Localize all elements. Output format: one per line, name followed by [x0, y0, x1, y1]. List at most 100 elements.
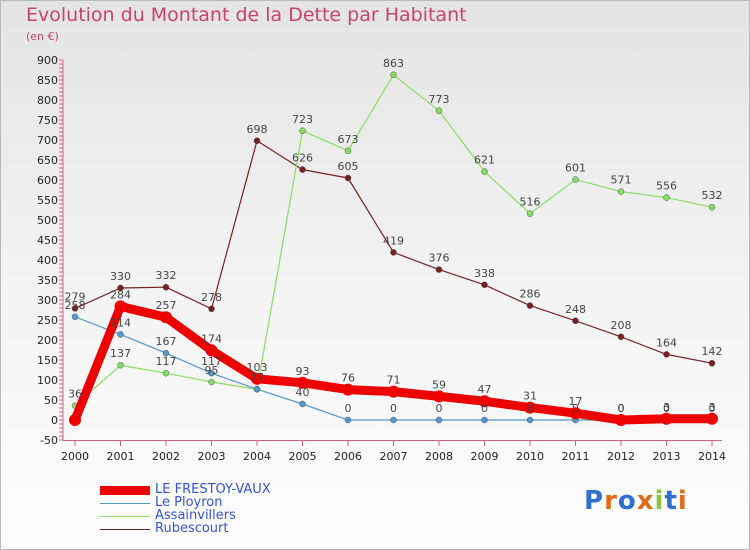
data-label: 698 [247, 123, 268, 136]
x-tick-label: 2004 [243, 450, 271, 463]
y-tick-label: 500 [37, 214, 58, 227]
legend-label: Assainvillers [155, 508, 236, 523]
data-label: 0 [618, 402, 625, 415]
x-tick-label: 2003 [198, 450, 226, 463]
data-point [71, 313, 79, 320]
data-label: 31 [523, 390, 537, 403]
y-tick-label: 0 [51, 414, 58, 427]
data-point [478, 395, 491, 408]
chart-unit-label: (en €) [26, 30, 59, 43]
logo-letter: i [677, 486, 688, 516]
data-point [205, 344, 218, 357]
y-tick-label: 350 [37, 274, 58, 287]
y-tick-label: 100 [37, 374, 58, 387]
data-point [706, 412, 718, 425]
y-tick-label: 750 [37, 114, 58, 127]
data-label: 93 [296, 365, 310, 378]
data-label: 257 [156, 299, 177, 312]
data-point [117, 331, 124, 338]
logo-letter: r [604, 486, 618, 516]
data-point [433, 390, 445, 403]
data-point [572, 176, 579, 183]
data-point [435, 416, 443, 424]
legend-label: Rubescourt [155, 521, 229, 536]
data-label: 0 [390, 402, 397, 415]
data-point [617, 188, 625, 195]
x-tick-label: 2011 [562, 450, 590, 463]
data-point [117, 362, 124, 369]
data-point [344, 174, 352, 182]
data-point [435, 266, 443, 273]
data-point [296, 376, 309, 389]
data-point [569, 407, 582, 420]
y-tick-label: -50 [40, 434, 58, 447]
data-label: 137 [110, 347, 131, 360]
y-tick-label: 800 [37, 94, 58, 107]
x-tick-label: 2013 [653, 450, 681, 463]
data-point [253, 386, 261, 393]
data-label: 71 [387, 374, 401, 387]
data-point [162, 350, 170, 357]
x-tick-label: 2008 [425, 450, 453, 463]
data-point [117, 284, 124, 292]
y-tick-label: 550 [37, 194, 58, 207]
x-tick-label: 2000 [61, 450, 89, 463]
data-label: 36 [68, 388, 82, 401]
y-tick-label: 850 [37, 74, 58, 87]
data-label: 863 [383, 57, 404, 70]
data-label: 532 [702, 189, 723, 202]
data-point [663, 194, 670, 201]
data-label: 571 [611, 174, 632, 187]
data-label: 59 [432, 378, 446, 391]
data-label: 332 [156, 269, 177, 282]
data-label: 17 [569, 395, 583, 408]
logo-letter: x [636, 486, 655, 516]
data-point [344, 147, 352, 155]
data-label: 0 [663, 402, 670, 415]
data-label: 103 [247, 361, 268, 374]
data-label: 142 [702, 345, 723, 358]
data-point [617, 333, 625, 340]
data-point [481, 416, 488, 424]
data-label: 621 [474, 154, 495, 167]
data-label: 208 [611, 319, 632, 332]
x-tick-label: 2009 [471, 450, 499, 463]
data-label: 258 [65, 299, 86, 312]
data-label: 516 [520, 196, 541, 209]
data-label: 3 [663, 401, 670, 414]
data-point [162, 370, 170, 377]
data-label: 330 [110, 270, 131, 283]
data-label: 0 [618, 402, 625, 415]
data-point [435, 107, 443, 115]
data-label: 601 [565, 162, 586, 175]
data-label: 723 [292, 113, 313, 126]
legend-swatch [100, 528, 150, 531]
data-point [524, 401, 536, 414]
logo-letter: P [584, 486, 605, 516]
data-label: 419 [383, 234, 404, 247]
legend-label: LE FRESTOY-VAUX [155, 482, 271, 497]
data-label: 40 [296, 386, 310, 399]
y-tick-label: 900 [37, 54, 58, 67]
data-label: 338 [474, 267, 495, 280]
legend-swatch [100, 486, 150, 495]
data-point [208, 378, 215, 386]
data-label: 0 [709, 402, 716, 415]
data-label: 0 [527, 402, 534, 415]
data-point [71, 305, 79, 312]
data-point [526, 210, 534, 217]
data-point [162, 284, 170, 291]
data-label: 248 [565, 303, 586, 316]
data-label: 214 [110, 316, 131, 329]
data-point [481, 168, 488, 175]
legend-swatch [100, 502, 150, 505]
data-label: 47 [478, 383, 492, 396]
data-label: 0 [436, 402, 443, 415]
proxiti-logo: Proxiti [584, 486, 688, 516]
data-point [390, 416, 397, 424]
y-tick-label: 50 [44, 394, 58, 407]
y-tick-label: 150 [37, 354, 58, 367]
x-tick-label: 2012 [607, 450, 635, 463]
